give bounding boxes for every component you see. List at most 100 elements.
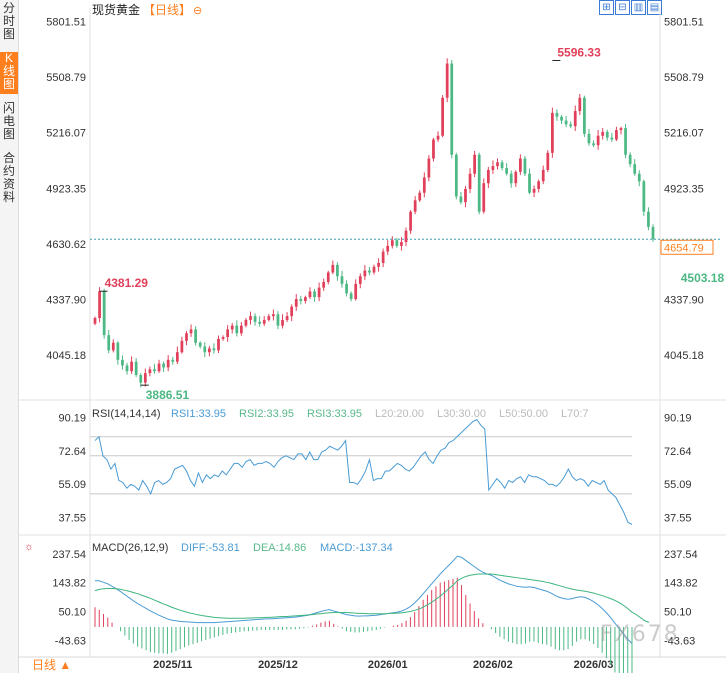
candle-body <box>93 318 97 324</box>
candle-body <box>436 135 440 140</box>
candle-body <box>390 240 394 246</box>
candle-body <box>537 181 541 189</box>
candle-body <box>281 319 284 326</box>
candle-body <box>459 196 463 203</box>
x-axis-label: 2025/11 <box>153 659 192 671</box>
candle-body <box>642 181 646 212</box>
price-y-tick-left: 4630.62 <box>46 239 86 251</box>
candle-body <box>647 211 650 227</box>
candle-body <box>244 319 248 326</box>
rsi-y-tick-right: 72.64 <box>664 446 692 458</box>
rsi-line <box>94 418 633 525</box>
rsi-y-tick-right: 37.55 <box>664 513 692 525</box>
candle-body <box>363 270 367 277</box>
candle-body <box>454 154 458 197</box>
expand-icon[interactable]: ⊞ <box>599 0 614 15</box>
candle-body <box>624 128 627 155</box>
macd-diff-line <box>95 555 633 644</box>
candle-body <box>395 240 399 246</box>
candle-body <box>651 226 655 240</box>
candle-body <box>592 143 595 146</box>
tab-contract-info[interactable]: 合约资料 <box>2 151 15 204</box>
tab-time-sharing[interactable]: 分时图 <box>2 1 15 41</box>
candle-body <box>628 154 632 165</box>
candle-body <box>541 169 545 182</box>
candle-body <box>290 306 294 317</box>
rsi-legend-label: L50:50.00 <box>499 408 548 420</box>
candle-body <box>496 162 499 167</box>
candle-body <box>422 177 426 193</box>
candle-body <box>605 131 609 138</box>
candle-body <box>491 166 495 170</box>
candle-body <box>381 251 385 263</box>
bars-icon[interactable]: ▥ <box>631 0 646 15</box>
macd-y-tick-left: 143.82 <box>52 578 86 590</box>
candle-body <box>532 188 536 193</box>
minus-circle-icon[interactable]: ⊖ <box>193 5 203 17</box>
bottom-period-selector[interactable]: 日线 ▲ <box>32 658 72 672</box>
candle-body <box>212 348 216 351</box>
candle-body <box>615 130 618 140</box>
price-y-tick-left: 5216.07 <box>46 128 86 140</box>
candle-body <box>432 139 435 159</box>
candle-body <box>331 264 335 273</box>
candle-body <box>217 338 220 351</box>
candle-body <box>596 135 600 146</box>
price-y-tick-left: 4045.18 <box>46 350 86 362</box>
price-y-tick-left: 5508.79 <box>46 72 86 84</box>
candle-body <box>207 348 211 353</box>
compress-icon[interactable]: ⊟ <box>615 0 630 15</box>
candle-body <box>294 299 298 307</box>
price-y-tick-right: 4923.35 <box>664 183 704 195</box>
candle-body <box>546 152 550 170</box>
candle-body <box>386 245 390 252</box>
candle-body <box>637 173 641 182</box>
candle-body <box>322 281 326 288</box>
candle-body <box>445 63 449 98</box>
extreme-label: 4503.18 <box>681 271 725 285</box>
candle-body <box>262 319 266 324</box>
candle-body <box>573 111 577 127</box>
x-axis-label: 2025/12 <box>258 659 298 671</box>
candle-body <box>175 352 179 362</box>
candle-body <box>409 211 412 231</box>
macd-dea-line <box>94 573 650 623</box>
candle-body <box>523 158 527 174</box>
candle-body <box>171 359 175 362</box>
candle-body <box>194 329 197 343</box>
candle-body <box>500 162 504 169</box>
candle-body <box>226 329 230 338</box>
indicator-icon[interactable]: ▤ <box>647 0 662 15</box>
macd-legend-label: DIFF:-53.81 <box>181 542 240 554</box>
candle-body <box>102 291 106 336</box>
candle-body <box>601 131 605 136</box>
extreme-label: 3886.51 <box>146 388 190 402</box>
price-y-tick-right: 5216.07 <box>664 128 704 140</box>
candle-body <box>166 359 170 368</box>
candle-body <box>304 297 307 301</box>
candle-body <box>400 242 403 246</box>
candle-body <box>450 63 454 155</box>
candle-body <box>189 329 193 334</box>
candle-body <box>509 173 513 184</box>
candle-body <box>267 316 271 320</box>
tab-flash[interactable]: 闪电图 <box>2 101 15 141</box>
candle-body <box>551 112 554 153</box>
candle-body <box>139 375 143 383</box>
macd-y-tick-right: 237.54 <box>664 549 698 561</box>
candle-body <box>441 97 444 136</box>
chart-title-bar: 现货黄金 【日线】 ⊖ <box>92 1 202 18</box>
price-y-tick-left: 4337.90 <box>46 294 86 306</box>
candle-body <box>340 276 344 284</box>
candle-body <box>198 342 202 347</box>
period-indicator[interactable]: 【日线】 <box>143 3 192 17</box>
candle-body <box>116 342 120 360</box>
candle-body <box>249 316 252 320</box>
candle-body <box>468 173 472 189</box>
candle-body <box>98 291 101 319</box>
rsi-legend-label: RSI1:33.95 <box>171 408 226 420</box>
tab-kline[interactable]: K线图 <box>0 52 18 94</box>
side-tab-bar: 分时图 K线图 闪电图 合约资料 <box>0 0 19 673</box>
candle-body <box>377 262 380 267</box>
